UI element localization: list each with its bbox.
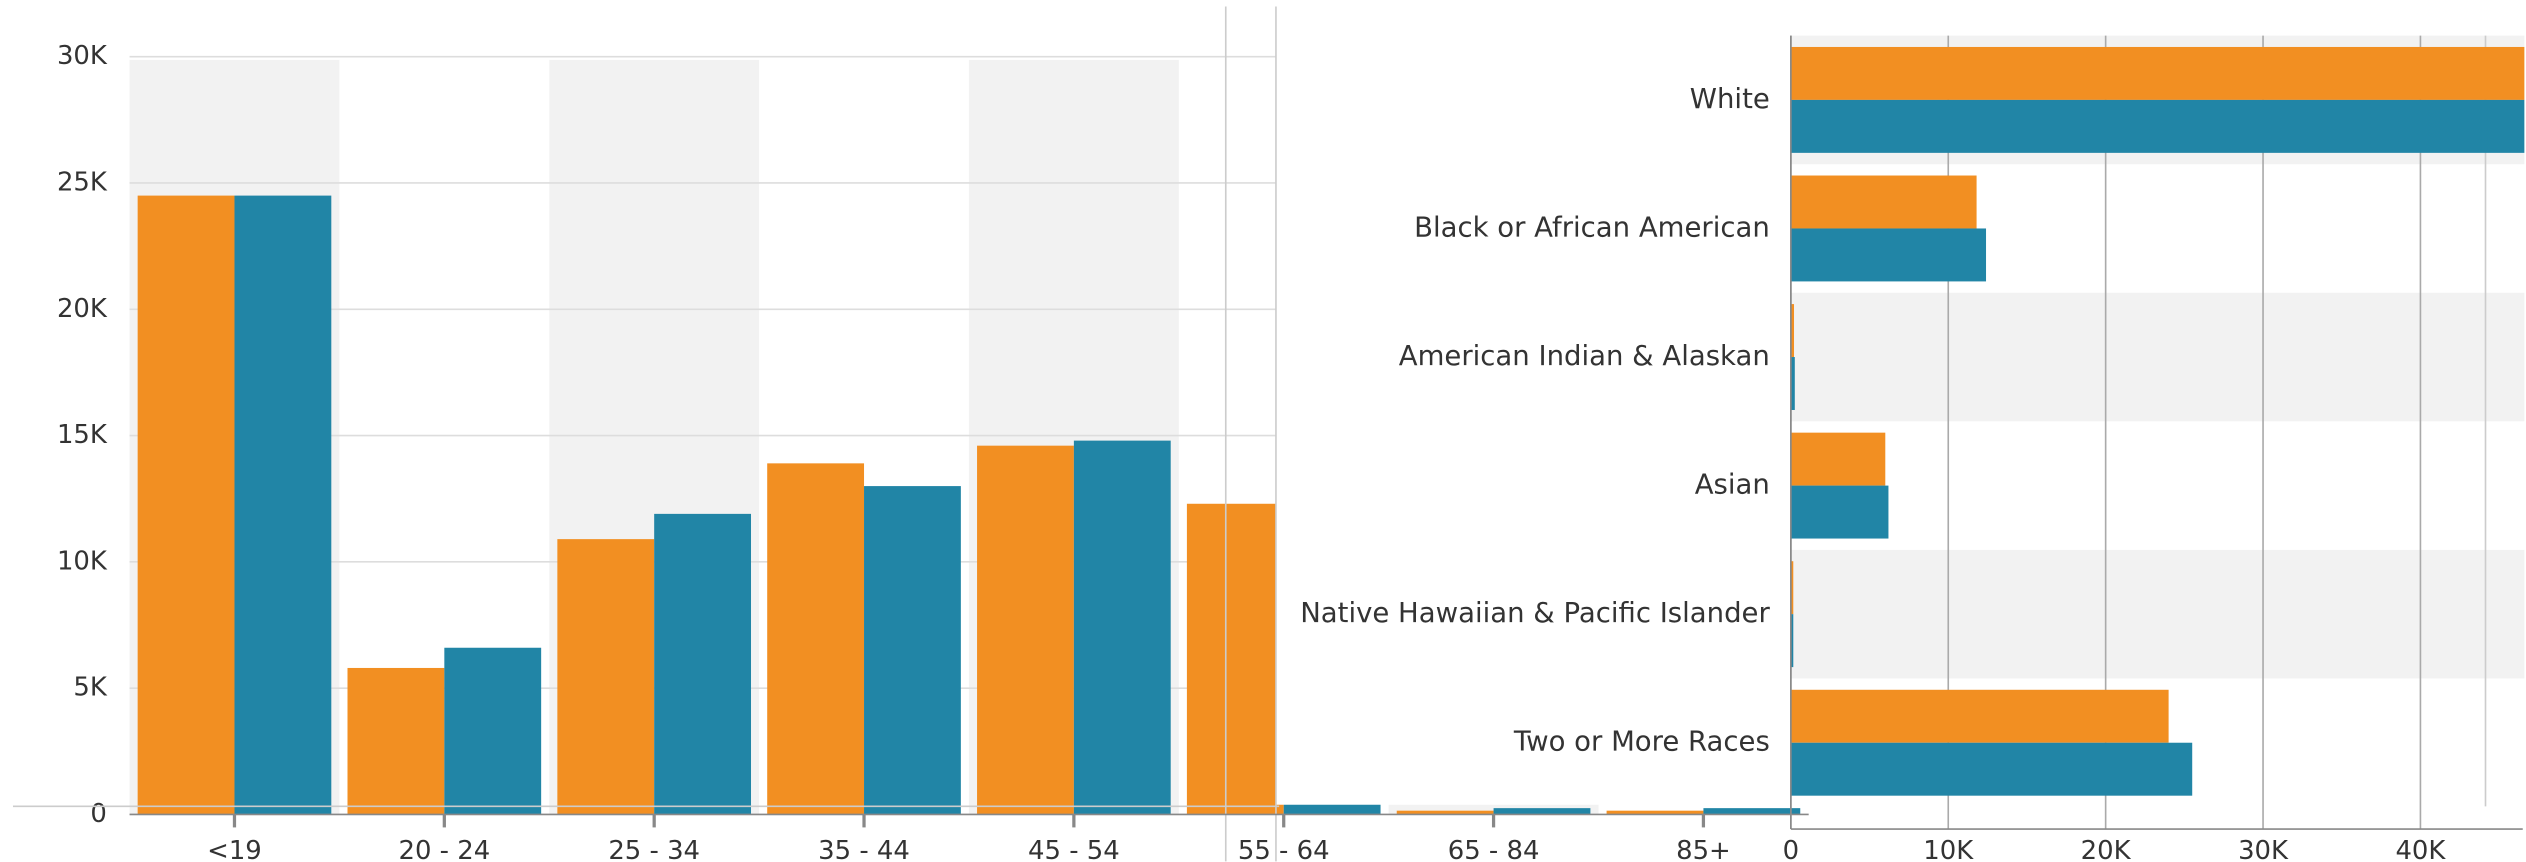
bar bbox=[444, 647, 542, 815]
band bbox=[1790, 292, 2525, 422]
bar bbox=[1186, 503, 1284, 815]
y-tick-label: Asian bbox=[1695, 469, 1770, 501]
bars bbox=[1790, 46, 2525, 796]
bar bbox=[1703, 808, 1801, 815]
y-tick-label: 0 bbox=[90, 799, 106, 829]
x-tick-label: 0 bbox=[1783, 836, 1799, 862]
bar bbox=[1790, 99, 2525, 153]
x-tick-label: <19 bbox=[207, 836, 262, 862]
bar bbox=[1493, 808, 1591, 815]
y-tick-label: 30K bbox=[57, 41, 108, 71]
bar bbox=[1790, 742, 2193, 796]
bar bbox=[347, 667, 445, 815]
x-tick-label: 20K bbox=[2081, 836, 2132, 862]
bar bbox=[1790, 175, 1977, 229]
x-tick-label: 20 - 24 bbox=[398, 836, 490, 862]
x-tick-label: 40K bbox=[2395, 836, 2446, 862]
x-tick-label: 45 - 54 bbox=[1028, 836, 1120, 862]
x-tick-label: 35 - 44 bbox=[818, 836, 910, 862]
y-tick-label: American Indian & Alaskan bbox=[1399, 340, 1770, 372]
y-tick-label: Black or African American bbox=[1414, 211, 1770, 243]
bar bbox=[1790, 304, 1795, 358]
y-tick-label: 20K bbox=[57, 294, 108, 324]
y-tick-label: White bbox=[1690, 83, 1770, 115]
bar bbox=[977, 445, 1074, 815]
bar bbox=[234, 195, 332, 815]
y-tick-label: 15K bbox=[57, 420, 108, 450]
y-tick-label: Native Hawaiian & Pacific Islander bbox=[1300, 597, 1770, 629]
bar bbox=[1790, 432, 1886, 486]
y-tick-label: Two or More Races bbox=[1513, 726, 1770, 758]
bar bbox=[1790, 357, 1795, 410]
y-tick-label: 5K bbox=[73, 673, 107, 703]
bar bbox=[654, 513, 752, 815]
bar bbox=[1606, 810, 1704, 815]
x-tick-label: 10K bbox=[1923, 836, 1974, 862]
bar bbox=[1790, 614, 1794, 668]
y-tick-label: 25K bbox=[57, 167, 108, 197]
band bbox=[1790, 549, 2525, 679]
x-tick-label: 85+ bbox=[1676, 836, 1731, 862]
bar bbox=[1073, 440, 1171, 815]
bar bbox=[1396, 810, 1494, 815]
bar bbox=[1790, 485, 1889, 539]
x-tick-label: 55 - 64 bbox=[1238, 836, 1330, 862]
x-tick-label: 25 - 34 bbox=[608, 836, 700, 862]
bar bbox=[1790, 228, 1987, 282]
bar bbox=[767, 463, 865, 815]
y-tick-label: 10K bbox=[57, 546, 108, 576]
bar bbox=[137, 195, 235, 815]
bar bbox=[557, 539, 655, 815]
x-tick-label: 30K bbox=[2238, 836, 2289, 862]
bar bbox=[1790, 46, 2525, 100]
bar bbox=[1790, 561, 1794, 615]
x-tick-label: 65 - 84 bbox=[1448, 836, 1540, 862]
bar bbox=[1790, 689, 2169, 743]
bar bbox=[864, 486, 961, 815]
